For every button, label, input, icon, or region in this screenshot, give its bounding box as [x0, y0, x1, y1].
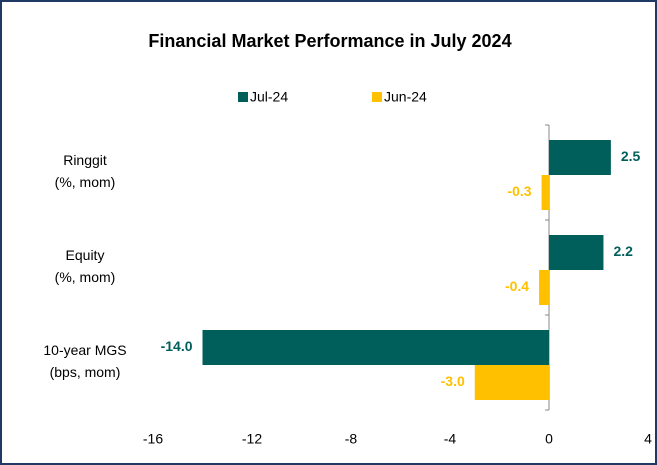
x-tick-label: 0: [545, 431, 553, 447]
value-label: 2.5: [621, 148, 641, 164]
value-label: -0.3: [507, 183, 531, 199]
legend-swatch: [372, 92, 382, 102]
bar: [539, 270, 549, 305]
x-tick-label: -12: [242, 431, 262, 447]
bar: [549, 235, 604, 270]
bar: [202, 330, 549, 365]
x-tick-label: -8: [345, 431, 358, 447]
value-label: -0.4: [505, 278, 529, 294]
category-label: (%, mom): [55, 174, 116, 190]
category-label: (%, mom): [55, 269, 116, 285]
category-label: Equity: [66, 247, 105, 263]
category-label: 10-year MGS: [43, 342, 126, 358]
bar: [541, 175, 549, 210]
chart-title: Financial Market Performance in July 202…: [148, 31, 511, 51]
x-tick-label: 4: [644, 431, 652, 447]
legend-swatch: [238, 92, 248, 102]
x-tick-label: -16: [143, 431, 163, 447]
bar: [549, 140, 611, 175]
value-label: -14.0: [161, 338, 193, 354]
legend-label: Jun-24: [384, 89, 427, 105]
bar: [474, 365, 549, 400]
value-label: -3.0: [441, 373, 465, 389]
value-label: 2.2: [613, 243, 633, 259]
category-label: (bps, mom): [50, 364, 121, 380]
category-label: Ringgit: [63, 152, 107, 168]
legend-label: Jul-24: [250, 89, 288, 105]
x-tick-label: -4: [444, 431, 457, 447]
